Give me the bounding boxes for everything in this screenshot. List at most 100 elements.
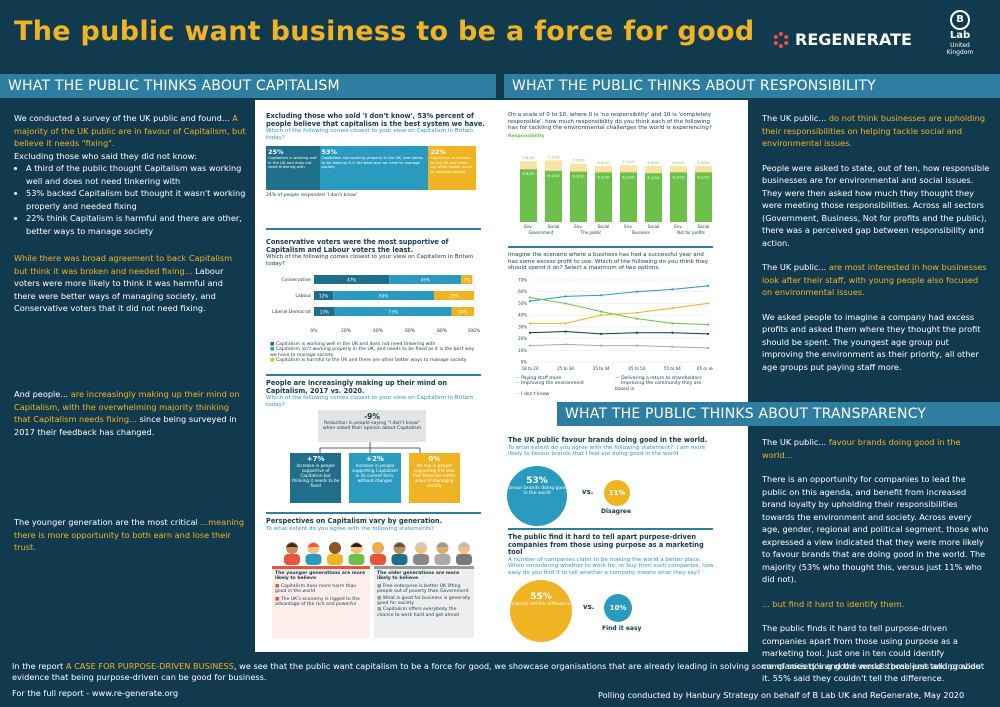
brands-lead: The UK public... xyxy=(762,437,829,447)
series-line xyxy=(529,343,709,349)
bar xyxy=(461,275,473,284)
data-point xyxy=(671,345,674,348)
data-point xyxy=(706,302,710,305)
cannot-tell-text: Cannot tell the difference xyxy=(511,602,571,607)
bar-label: 25% xyxy=(449,293,458,298)
bar-value-label: 6.3/10 xyxy=(572,174,585,179)
data-point xyxy=(706,332,710,335)
bar xyxy=(570,171,587,222)
list-item: ■ What is good for business is generally… xyxy=(377,595,471,607)
person-hair xyxy=(329,543,341,547)
data-point xyxy=(635,311,638,314)
intro-highlight: A majority of the UK public are in favou… xyxy=(14,113,246,148)
report-link[interactable]: A CASE FOR PURPOSE-DRIVEN BUSINESS xyxy=(65,661,234,671)
intro-lead: We conducted a survey of the UK public a… xyxy=(14,113,233,123)
data-point xyxy=(528,331,532,334)
voters-chart: 0% 20% 40% 60% 80% 100% Conservative 47% 45% 7% La… xyxy=(272,272,481,334)
data-point xyxy=(600,314,603,317)
series-line xyxy=(529,297,709,326)
staff-body: We asked people to imagine a company had… xyxy=(762,311,981,372)
person-hair xyxy=(436,543,449,547)
card-generations: Perspectives on Capitalism vary by gener… xyxy=(266,517,481,532)
person-hair xyxy=(372,543,384,547)
change-top-box: -9% Reduction in people saying "I don't … xyxy=(318,410,426,442)
x-tick-label: Social xyxy=(648,224,660,229)
staff-highlight: are most interested in how businesses lo… xyxy=(762,262,987,297)
resp-lead: The UK public... xyxy=(762,113,829,123)
cannot-tell-circle: 55% Cannot tell the difference xyxy=(510,580,572,642)
intro-paragraph: We conducted a survey of the UK public a… xyxy=(14,112,246,150)
voters-highlight: While there was broad agreement to back … xyxy=(14,253,233,276)
card-title: Perspectives on Capitalism vary by gener… xyxy=(266,517,443,525)
legend-label: Paying staff more xyxy=(521,376,562,381)
divider xyxy=(508,528,713,530)
card-subtitle: Which of the following comes closest to … xyxy=(266,128,474,141)
card-title: The public find it hard to tell apart pu… xyxy=(508,533,704,557)
data-point xyxy=(528,299,532,303)
data-point xyxy=(564,322,567,325)
x-tick-label: Env. xyxy=(674,224,682,229)
blab-kingdom-text: Kingdom xyxy=(946,49,974,56)
change-box: +7% Increase in people supportive of Capi… xyxy=(290,453,342,503)
data-point xyxy=(635,290,638,293)
find-easy-label: Find it easy xyxy=(602,625,642,632)
change-pct: +7% xyxy=(306,455,325,463)
bar-top-label: 7.1/10 xyxy=(622,159,635,164)
data-point xyxy=(706,323,710,326)
data-point xyxy=(671,288,674,291)
voters-text: While there was broad agreement to back … xyxy=(14,252,246,315)
responsibility-chart: 7.6/10 6.6/10 Env. 7.7/10 6.4/10 Social 7.3/10… xyxy=(520,154,712,235)
group-label: Business xyxy=(632,230,650,235)
cannot-tell-pct: 55% xyxy=(530,592,552,602)
data-point xyxy=(635,331,638,334)
card-responsibility: On a scale of 0 to 10, where 0 is 'no re… xyxy=(508,112,713,139)
data-point xyxy=(671,322,674,325)
identify-body: The public finds it hard to tell purpose… xyxy=(762,623,985,683)
bar xyxy=(451,307,474,316)
bar-label: 13% xyxy=(320,309,329,314)
brands-highlight: favour brands doing good in the world... xyxy=(762,437,961,460)
data-point xyxy=(564,330,567,333)
list-item: ■ Capitalism offers everybody the chance… xyxy=(377,607,459,618)
bar-label: 7% xyxy=(463,277,470,282)
person-hair xyxy=(307,543,320,547)
find-easy-circle: 10% xyxy=(604,594,632,622)
bar xyxy=(434,291,474,300)
voters-legend: ■ Capitalism is working well in the UK a… xyxy=(270,342,480,364)
profit-legend: — Paying staff more — Delivering a return… xyxy=(515,376,715,398)
data-point xyxy=(671,331,674,334)
legend-item: — Improving the community they are based… xyxy=(615,381,715,392)
banner-capitalism: WHAT THE PUBLIC THINKS ABOUT CAPITALISM xyxy=(0,74,496,98)
y-tick-label: 0% xyxy=(521,360,528,365)
bar-top-label: 6.9/10 xyxy=(597,160,610,165)
row-label: Liberal Democrat xyxy=(272,309,311,315)
bar xyxy=(695,172,712,222)
x-tick-label: 40% xyxy=(373,328,384,334)
change-text: Increase in people supporting Capitalism… xyxy=(351,463,398,483)
x-tick-label: Social xyxy=(598,224,610,229)
bar xyxy=(314,307,335,316)
regenerate-icon xyxy=(773,31,789,48)
segment-pct: 22% xyxy=(430,148,446,157)
vs-text: vs. xyxy=(582,488,594,496)
bar-top-label: 6.9/10 xyxy=(672,160,685,165)
legend-item: — I don't know xyxy=(515,392,615,397)
legend-item: — Improving the environment xyxy=(515,381,615,392)
young-box: The younger generations are more likely … xyxy=(272,566,370,638)
favour-circle: 53% Favour brands doing good in the worl… xyxy=(507,466,567,526)
bar-value-label: 6.2/10 xyxy=(597,174,610,179)
identify-highlight: ... but find it hard to identify them. xyxy=(762,598,905,609)
x-tick-label: 0% xyxy=(310,328,318,334)
list-item: 22% think Capitalism is harmful and ther… xyxy=(26,212,246,237)
person-hair xyxy=(415,543,427,547)
staff-lead: The UK public... xyxy=(762,262,829,272)
page-title: The public want business to be a force f… xyxy=(14,16,755,47)
profit-line-chart: 0% 10% 20% 30% 40% 50% 60% 70% 18 to 24 25 to 34 3… xyxy=(518,278,713,372)
change-pct: +2% xyxy=(366,455,384,463)
list-item: ■ Free enterprise is better UK lifting p… xyxy=(377,583,469,595)
banner-transparency: WHAT THE PUBLIC THINKS ABOUT TRANSPARENC… xyxy=(557,402,1000,426)
dont-know-note: 24% of people responded 'I don't know' xyxy=(266,193,357,199)
transparency-text: The UK public... favour brands doing goo… xyxy=(762,436,990,685)
person-hair xyxy=(350,543,363,547)
full-report-link[interactable]: For the full report - www.re-generate.or… xyxy=(12,688,179,698)
